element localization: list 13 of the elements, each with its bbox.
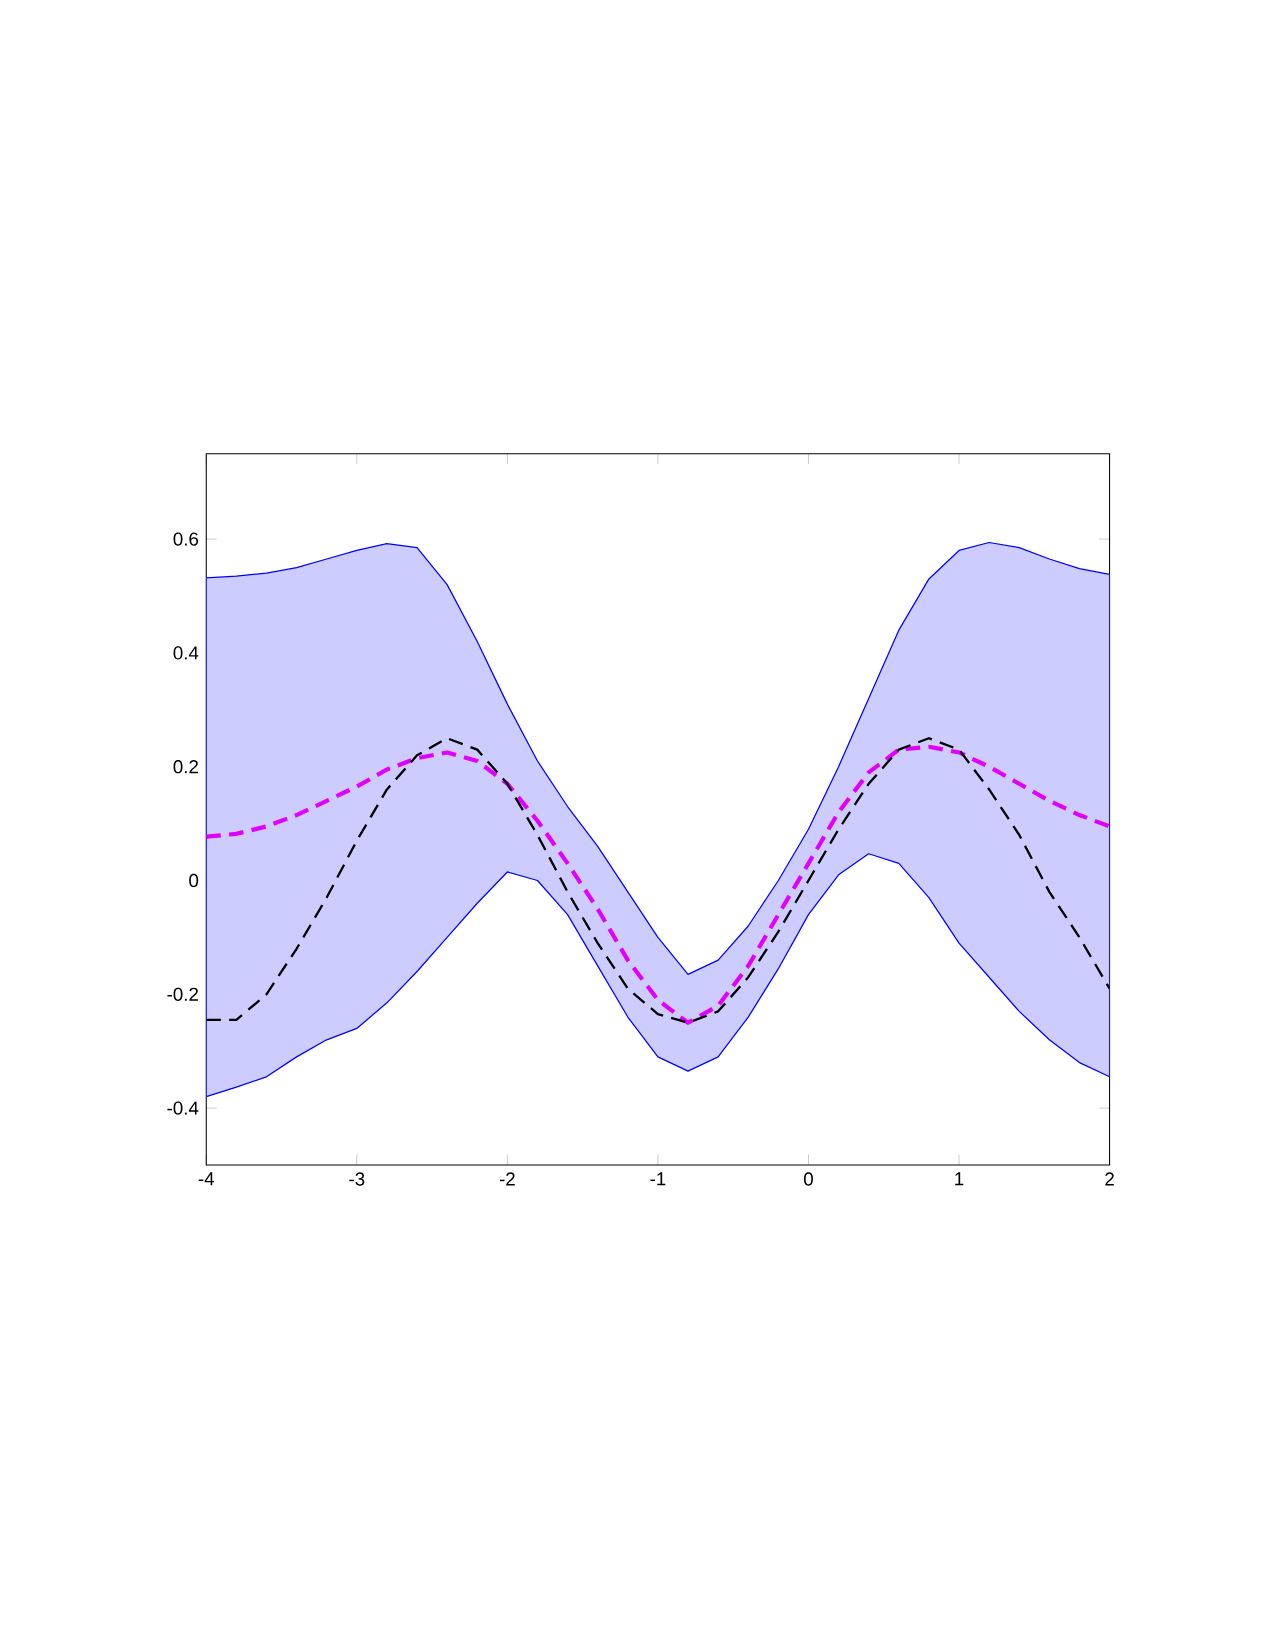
x-tick-label: 0 — [803, 1172, 813, 1186]
y-tick-label: 0 — [189, 873, 199, 888]
y-tick-label: -0.2 — [167, 987, 198, 1001]
x-tick-label: -2 — [499, 1172, 515, 1186]
y-tick-label: 0.2 — [173, 760, 198, 774]
x-tick-label: -3 — [349, 1172, 365, 1186]
y-tick-label: -0.4 — [167, 1101, 199, 1115]
x-tick-label: 1 — [955, 1172, 964, 1186]
x-tick-label: -1 — [650, 1172, 666, 1186]
y-tick-label: 0.4 — [173, 646, 199, 660]
x-tick-label: -4 — [198, 1172, 215, 1186]
x-tick-label: 2 — [1105, 1172, 1114, 1186]
y-tick-label: 0.6 — [173, 532, 199, 546]
